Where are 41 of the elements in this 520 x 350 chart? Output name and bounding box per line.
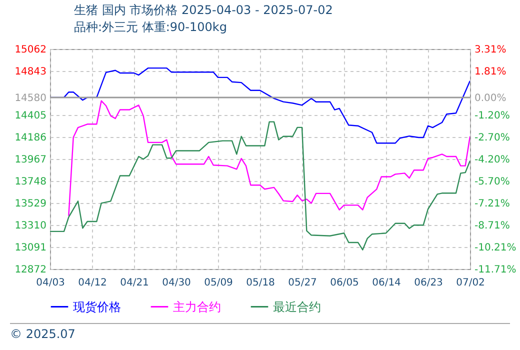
y-tick-label: 13310 [14,220,46,232]
y-tick-label: 12872 [14,264,46,276]
y-tick-label: 14186 [14,132,46,144]
chart-subtitle: 品种:外三元 体重:90-100kg [74,20,227,34]
y-tick-label: 14580 [14,92,46,104]
legend-label: 现货价格 [73,300,121,314]
y-tick-label: 13967 [14,154,46,166]
y2-tick-label: -10.21% [474,242,516,254]
y2-tick-label: -1.20% [474,110,510,122]
y-tick-label: 13529 [14,198,46,210]
line-series [68,100,470,216]
y2-tick-label: -7.21% [474,198,510,210]
legend-label: 最近合约 [273,300,321,314]
x-tick-label: 04/03 [36,278,65,288]
y2-tick-label: -4.20% [474,154,510,166]
y2-tick-label: -2.70% [474,132,510,144]
y2-tick-label: -8.71% [474,220,510,232]
x-tick-label: 06/23 [414,278,443,288]
x-tick-label: 06/05 [330,278,359,288]
y-tick-label: 13091 [14,242,46,254]
y2-tick-label: -11.71% [474,264,516,276]
y-tick-label: 15062 [14,44,46,56]
x-tick-label: 04/21 [120,278,149,288]
chart-title: 生猪 国内 市场价格 2025-04-03 - 2025-07-02 [74,3,333,17]
y-tick-label: 13748 [14,176,46,188]
y2-tick-label: 1.81% [474,66,506,78]
x-tick-label: 05/27 [288,278,317,288]
line-series [50,121,470,250]
x-tick-label: 05/18 [246,278,275,288]
x-tick-label: 06/14 [372,278,401,288]
x-tick-label: 07/02 [456,278,485,288]
y2-tick-label: 3.31% [474,44,506,56]
x-tick-label: 04/12 [78,278,107,288]
x-tick-label: 04/30 [162,278,191,288]
y2-tick-label: 0.00% [474,92,506,104]
legend-label: 主力合约 [173,300,221,314]
y2-tick-label: -5.70% [474,176,510,188]
y-tick-label: 14843 [14,66,46,78]
y-tick-label: 14405 [14,110,46,122]
text: © 2025.07 [10,327,76,341]
x-tick-label: 05/09 [204,278,233,288]
